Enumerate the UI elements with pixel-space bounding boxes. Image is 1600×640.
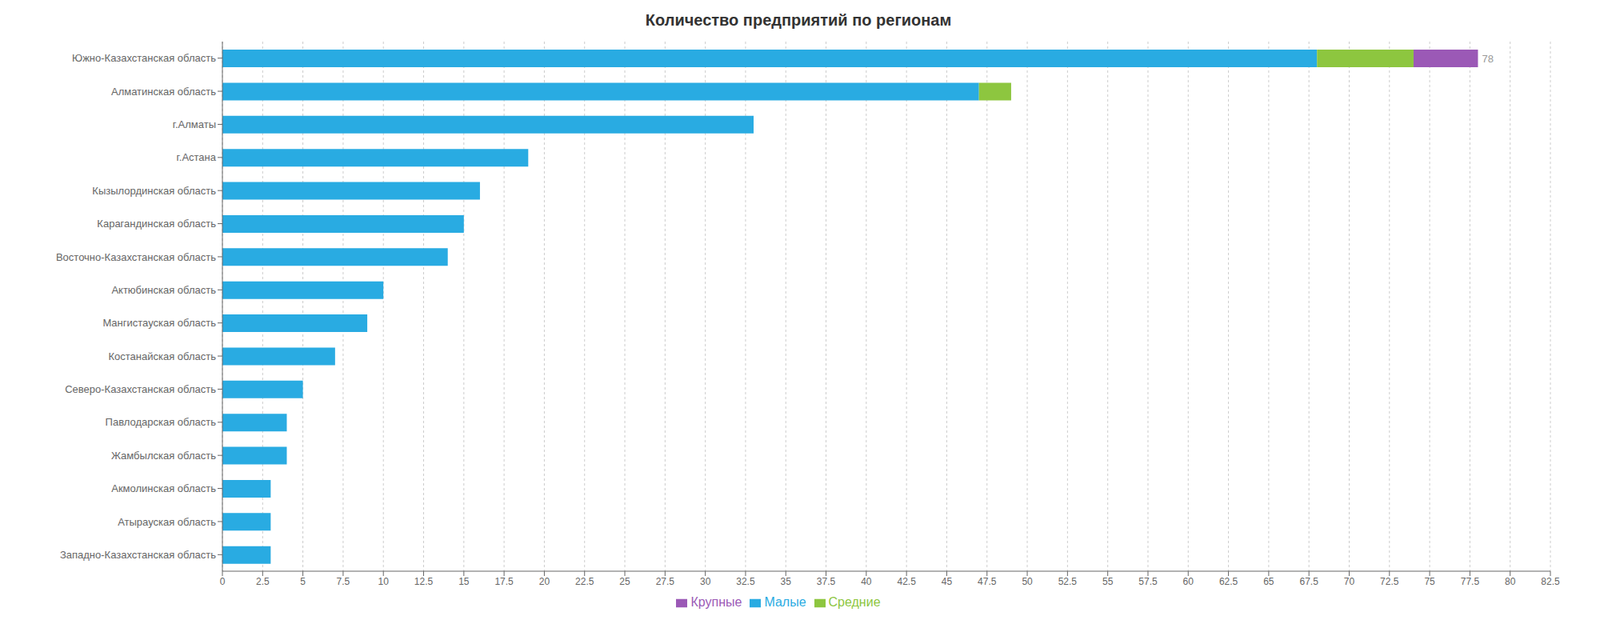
html-text:Крупные: Крупные bbox=[690, 595, 742, 609]
svg-text:32.5: 32.5 bbox=[736, 576, 756, 588]
svg-text:2.5: 2.5 bbox=[256, 576, 270, 588]
svg-text:80: 80 bbox=[1504, 576, 1516, 588]
svg-text:35: 35 bbox=[780, 576, 792, 588]
svg-text:20: 20 bbox=[539, 576, 551, 588]
svg-text:Карагандинская область: Карагандинская область bbox=[96, 217, 216, 230]
svg-text:15: 15 bbox=[458, 576, 470, 588]
svg-text:27.5: 27.5 bbox=[656, 576, 676, 588]
svg-text:Павлодарская область: Павлодарская область bbox=[105, 416, 217, 428]
svg-text:17.5: 17.5 bbox=[494, 576, 514, 588]
svg-text:50: 50 bbox=[1021, 576, 1033, 588]
svg-text:г.Алматы: г.Алматы bbox=[172, 118, 216, 131]
svg-text:40: 40 bbox=[860, 576, 872, 588]
svg-text:Южно-Казахстанская область: Южно-Казахстанская область bbox=[72, 52, 216, 64]
svg-text:47.5: 47.5 bbox=[977, 576, 997, 588]
svg-text:65: 65 bbox=[1263, 576, 1275, 588]
svg-text:82.5: 82.5 bbox=[1540, 576, 1560, 588]
svg-text:25: 25 bbox=[619, 576, 631, 588]
svg-text:22.5: 22.5 bbox=[575, 576, 595, 588]
svg-text:57.5: 57.5 bbox=[1138, 576, 1158, 588]
svg-text:Актюбинская область: Актюбинская область bbox=[111, 284, 216, 296]
svg-text:0: 0 bbox=[220, 576, 226, 588]
svg-text:Атырауская область: Атырауская область bbox=[117, 516, 216, 528]
html-text:Количество предприятий по реги: Количество предприятий по регионам bbox=[645, 11, 952, 29]
html-text:Малые: Малые bbox=[764, 595, 806, 609]
svg-text:37.5: 37.5 bbox=[816, 576, 836, 588]
svg-text:Жамбылская область: Жамбылская область bbox=[111, 449, 216, 462]
svg-text:77.5: 77.5 bbox=[1460, 576, 1480, 588]
svg-text:78: 78 bbox=[1481, 52, 1493, 65]
svg-text:7.5: 7.5 bbox=[336, 576, 351, 588]
svg-text:Восточно-Казахстанская область: Восточно-Казахстанская область bbox=[56, 251, 216, 264]
svg-text:62.5: 62.5 bbox=[1219, 576, 1239, 588]
svg-text:Акмолинская область: Акмолинская область bbox=[111, 482, 216, 495]
svg-text:5: 5 bbox=[300, 576, 306, 588]
svg-text:60: 60 bbox=[1183, 576, 1195, 588]
svg-text:52.5: 52.5 bbox=[1058, 576, 1078, 588]
svg-text:42.5: 42.5 bbox=[896, 576, 916, 588]
svg-text:Алматинская область: Алматинская область bbox=[111, 85, 216, 98]
svg-text:10: 10 bbox=[378, 576, 390, 588]
svg-text:Мангистауская область: Мангистауская область bbox=[102, 316, 216, 329]
svg-text:75: 75 bbox=[1424, 576, 1436, 588]
svg-text:12.5: 12.5 bbox=[414, 576, 434, 588]
svg-text:72.5: 72.5 bbox=[1380, 576, 1400, 588]
svg-text:45: 45 bbox=[941, 576, 953, 588]
svg-text:70: 70 bbox=[1344, 576, 1356, 588]
svg-text:Кызылординская область: Кызылординская область bbox=[92, 184, 216, 197]
svg-text:67.5: 67.5 bbox=[1300, 576, 1320, 588]
svg-text:55: 55 bbox=[1102, 576, 1114, 588]
svg-text:Западно-Казахстанская область: Западно-Казахстанская область bbox=[60, 548, 216, 561]
svg-text:г.Астана: г.Астана bbox=[176, 151, 217, 164]
svg-text:Костанайская область: Костанайская область bbox=[108, 350, 216, 363]
svg-text:30: 30 bbox=[700, 576, 712, 588]
html-text:Средние: Средние bbox=[828, 595, 881, 609]
svg-text:Северо-Казахстанская область: Северо-Казахстанская область bbox=[64, 383, 216, 396]
